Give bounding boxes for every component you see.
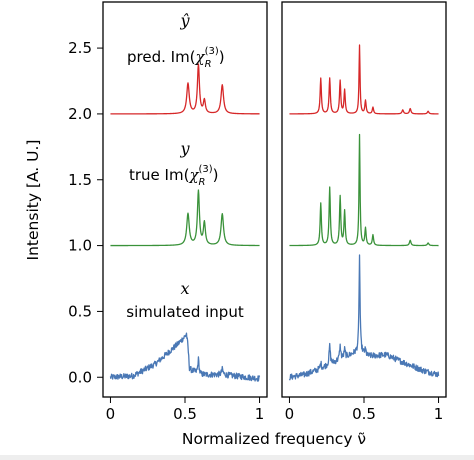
left-pred-trace [110,63,260,115]
x-tick-label: 0 [285,405,295,423]
right-pred-trace [289,44,439,115]
right-true-trace [289,133,439,247]
y-tick-label: 1.0 [68,237,92,255]
x-tick-label: 1 [255,405,265,423]
pred-symbol: ŷ [179,11,190,30]
left-x-axis-ticks: 0 0.5 1 [106,397,265,423]
x-tick-label: 0.5 [352,405,376,423]
right-x-axis-ticks: 0 0.5 1 [285,397,444,423]
x-tick-label: 0.5 [173,405,197,423]
y-axis-ticks: 0.0 0.5 1.0 1.5 2.0 2.5 [68,39,103,386]
bottom-strip [0,455,474,460]
right-panel-frame [281,1,447,398]
y-tick-label: 2.0 [68,105,92,123]
y-tick-label: 0.0 [68,368,92,386]
input-label: simulated input [126,303,244,321]
input-symbol: x [180,279,189,298]
y-axis-label: Intensity [A. U.] [24,140,42,261]
right-panel-traces [288,44,440,381]
left-true-trace [110,189,260,247]
right-input-trace [288,254,440,381]
x-tick-label: 1 [434,405,444,423]
y-tick-label: 0.5 [68,302,92,320]
true-label: true Im(χR(3)) [129,164,219,188]
left-panel-traces [109,63,261,382]
y-tick-label: 1.5 [68,171,92,189]
pred-label: pred. Im(χR(3)) [127,46,225,70]
x-tick-label: 0 [106,405,116,423]
left-input-trace [109,332,261,382]
x-axis-label: Normalized frequency ν̃ [182,430,366,448]
y-tick-label: 2.5 [68,39,92,57]
true-symbol: y [179,139,190,158]
